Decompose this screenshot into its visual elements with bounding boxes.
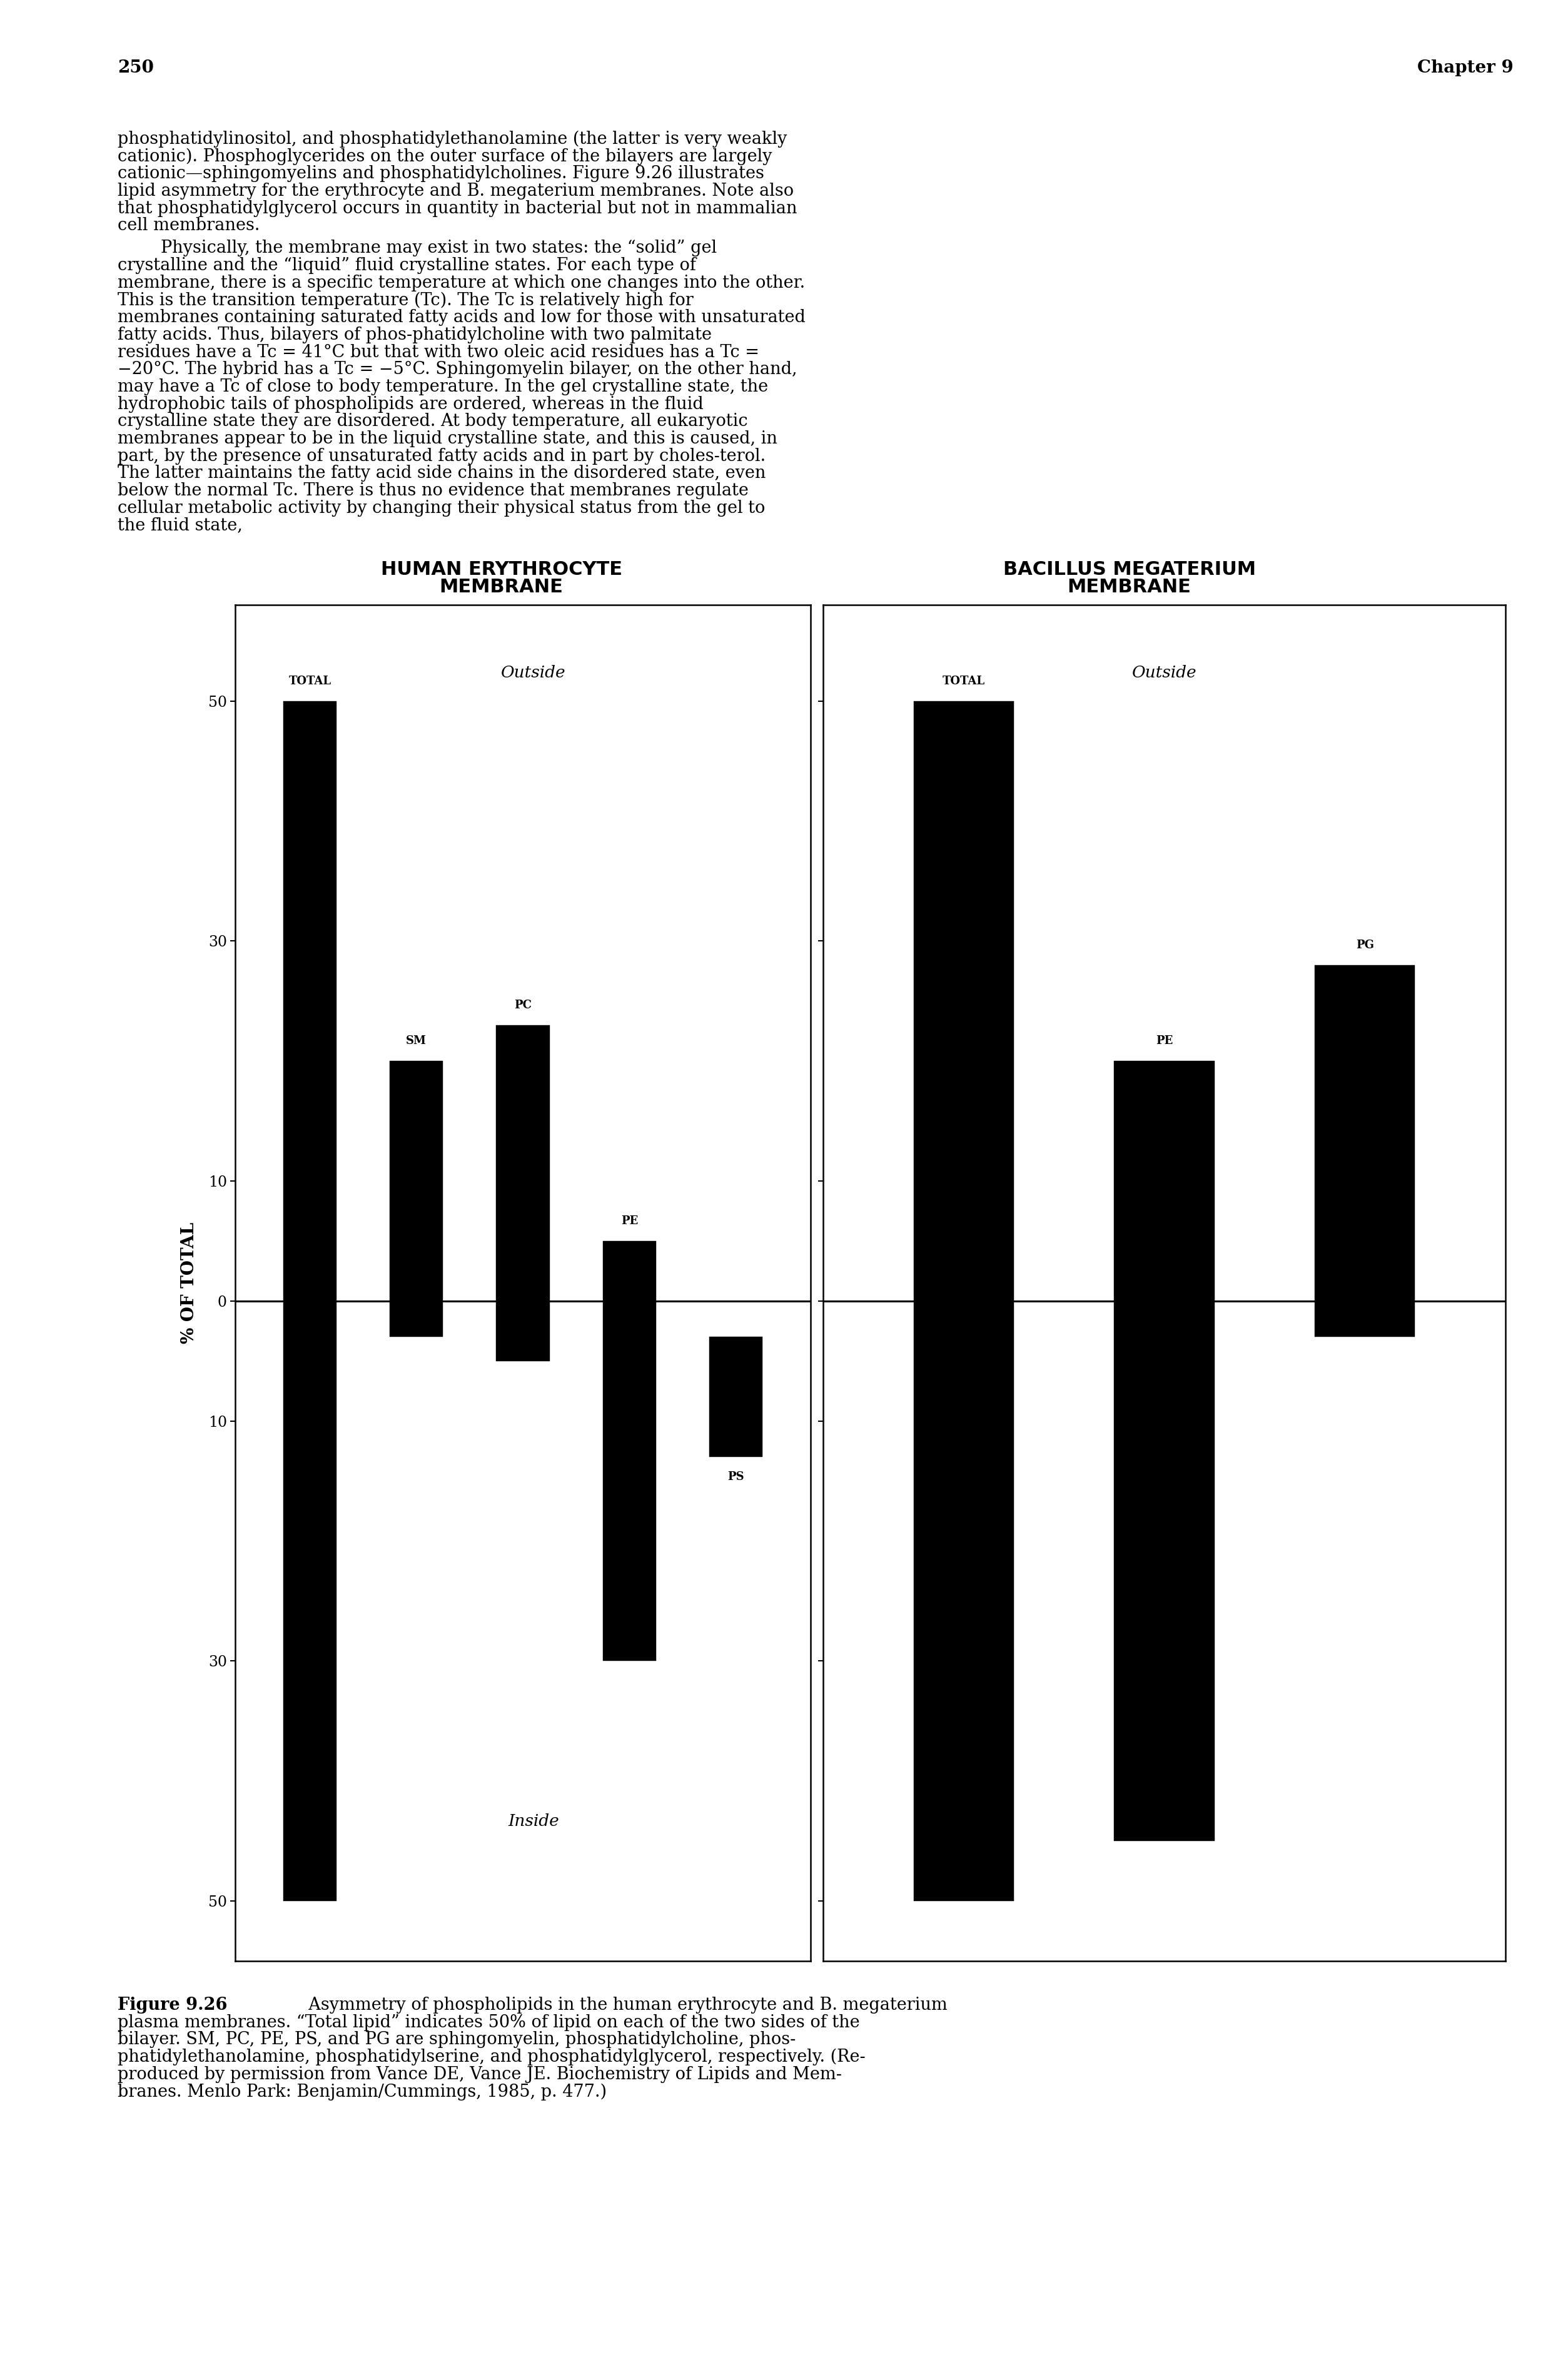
Text: fatty acids. Thus, bilayers of phos-phatidylcholine with two palmitate: fatty acids. Thus, bilayers of phos-phat… [118, 326, 712, 342]
Text: Physically, the membrane may exist in two states: the “solid” gel: Physically, the membrane may exist in tw… [118, 240, 717, 257]
Text: the fluid state,: the fluid state, [118, 516, 243, 535]
Text: residues have a Tc = 41°C but that with two oleic acid residues has a Tc =: residues have a Tc = 41°C but that with … [118, 345, 759, 361]
Text: below the normal Tc. There is thus no evidence that membranes regulate: below the normal Tc. There is thus no ev… [118, 483, 748, 499]
Text: PG: PG [1356, 939, 1374, 951]
Text: Asymmetry of phospholipids in the human erythrocyte and B. megaterium: Asymmetry of phospholipids in the human … [298, 1997, 947, 2013]
Text: Outside: Outside [1132, 666, 1196, 680]
Text: Inside: Inside [508, 1814, 560, 1828]
Text: −20°C. The hybrid has a Tc = −5°C. Sphingomyelin bilayer, on the other hand,: −20°C. The hybrid has a Tc = −5°C. Sphin… [118, 361, 797, 378]
Text: BACILLUS MEGATERIUM: BACILLUS MEGATERIUM [1004, 561, 1256, 578]
Text: crystalline state they are disordered. At body temperature, all eukaryotic: crystalline state they are disordered. A… [118, 414, 748, 430]
Bar [1314, 965, 1414, 1336]
Bar [284, 701, 337, 1902]
Text: phatidylethanolamine, phosphatidylserine, and phosphatidylglycerol, respectively: phatidylethanolamine, phosphatidylserine… [118, 2049, 866, 2066]
Y-axis label: % OF TOTAL: % OF TOTAL [180, 1222, 198, 1343]
Text: cationic). Phosphoglycerides on the outer surface of the bilayers are largely: cationic). Phosphoglycerides on the oute… [118, 147, 771, 164]
Text: hydrophobic tails of phospholipids are ordered, whereas in the fluid: hydrophobic tails of phospholipids are o… [118, 395, 704, 414]
Text: This is the transition temperature (Tc). The Tc is relatively high for: This is the transition temperature (Tc).… [118, 292, 693, 309]
Text: bilayer. SM, PC, PE, PS, and PG are sphingomyelin, phosphatidylcholine, phos-: bilayer. SM, PC, PE, PS, and PG are sphi… [118, 2032, 797, 2049]
Text: TOTAL: TOTAL [289, 675, 331, 687]
Text: PS: PS [728, 1471, 745, 1483]
Text: SM: SM [406, 1036, 426, 1046]
Bar [602, 1241, 655, 1662]
Text: TOTAL: TOTAL [942, 675, 985, 687]
Text: may have a Tc of close to body temperature. In the gel crystalline state, the: may have a Tc of close to body temperatu… [118, 378, 768, 395]
Bar [497, 1024, 549, 1362]
Text: membrane, there is a specific temperature at which one changes into the other.: membrane, there is a specific temperatur… [118, 273, 804, 292]
Text: MEMBRANE: MEMBRANE [1068, 578, 1192, 597]
Text: plasma membranes. “Total lipid” indicates 50% of lipid on each of the two sides : plasma membranes. “Total lipid” indicate… [118, 2013, 859, 2030]
Text: Chapter 9: Chapter 9 [1417, 59, 1513, 76]
Text: that phosphatidylglycerol occurs in quantity in bacterial but not in mammalian: that phosphatidylglycerol occurs in quan… [118, 200, 797, 216]
Text: Outside: Outside [502, 666, 566, 680]
Text: lipid asymmetry for the erythrocyte and B. megaterium membranes. Note also: lipid asymmetry for the erythrocyte and … [118, 183, 793, 200]
Text: PE: PE [1156, 1036, 1173, 1046]
Bar [1115, 1060, 1214, 1842]
Bar [709, 1336, 762, 1457]
Text: crystalline and the “liquid” fluid crystalline states. For each type of: crystalline and the “liquid” fluid cryst… [118, 257, 696, 273]
Text: MEMBRANE: MEMBRANE [439, 578, 563, 597]
Bar [914, 701, 1014, 1902]
Text: produced by permission from Vance DE, Vance JE. Biochemistry of Lipids and Mem-: produced by permission from Vance DE, Va… [118, 2066, 842, 2082]
Text: 250: 250 [118, 59, 154, 76]
Text: Figure 9.26: Figure 9.26 [118, 1997, 227, 2013]
Text: PC: PC [514, 998, 532, 1010]
Text: membranes containing saturated fatty acids and low for those with unsaturated: membranes containing saturated fatty aci… [118, 309, 806, 326]
Text: cell membranes.: cell membranes. [118, 216, 260, 235]
Bar [390, 1060, 444, 1336]
Text: HUMAN ERYTHROCYTE: HUMAN ERYTHROCYTE [381, 561, 622, 578]
Text: cationic—sphingomyelins and phosphatidylcholines. Figure 9.26 illustrates: cationic—sphingomyelins and phosphatidyl… [118, 166, 764, 183]
Text: PE: PE [621, 1215, 638, 1227]
Text: phosphatidylinositol, and phosphatidylethanolamine (the latter is very weakly: phosphatidylinositol, and phosphatidylet… [118, 131, 787, 147]
Text: cellular metabolic activity by changing their physical status from the gel to: cellular metabolic activity by changing … [118, 499, 765, 516]
Text: branes. Menlo Park: Benjamin/Cummings, 1985, p. 477.): branes. Menlo Park: Benjamin/Cummings, 1… [118, 2082, 607, 2101]
Text: Inside: Inside [1138, 1814, 1190, 1828]
Text: part, by the presence of unsaturated fatty acids and in part by choles-terol.: part, by the presence of unsaturated fat… [118, 447, 765, 464]
Text: membranes appear to be in the liquid crystalline state, and this is caused, in: membranes appear to be in the liquid cry… [118, 430, 778, 447]
Text: The latter maintains the fatty acid side chains in the disordered state, even: The latter maintains the fatty acid side… [118, 466, 765, 483]
